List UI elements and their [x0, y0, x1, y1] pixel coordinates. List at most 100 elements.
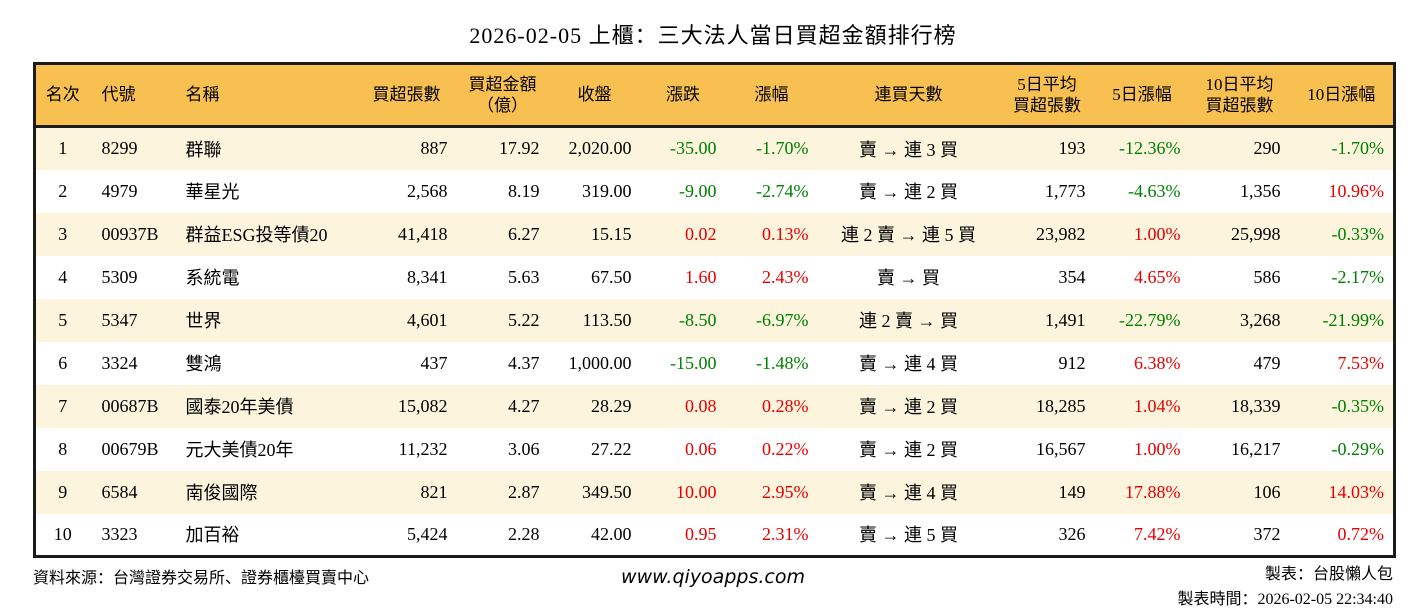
cell-rank: 1	[58, 138, 68, 159]
col-header-pct10: 10日漲幅	[1289, 63, 1395, 128]
cell-chg_pct: 2.43%	[762, 266, 809, 287]
cell-code: 5309	[101, 266, 138, 287]
cell-streak: 賣 → 連 3 買	[859, 139, 958, 160]
cell-close: 113.50	[582, 309, 632, 330]
cell-streak: 連 2 賣 → 連 5 買	[841, 225, 976, 245]
cell-pct5: 7.42%	[1134, 523, 1181, 544]
cell-close: 28.29	[591, 395, 632, 416]
cell-rank: 9	[58, 481, 68, 502]
cell-rank: 6	[58, 352, 68, 373]
cell-close: 1,000.00	[568, 352, 632, 373]
cell-pct10: -21.99%	[1322, 309, 1385, 330]
ranking-table: 名次 代號 名稱 買超張數 買超金額 （億） 收盤 漲跌 漲幅 連買天數 5日平…	[33, 62, 1396, 558]
cell-avg5: 193	[1058, 138, 1086, 159]
cell-avg5: 23,982	[1036, 223, 1086, 244]
table-row: 1 8299 群聯 887 17.92 2,020.00 -35.00 -1.70% 賣 → 連…	[34, 126, 1395, 170]
cell-avg10: 290	[1253, 138, 1281, 159]
cell-pct10: -0.29%	[1331, 438, 1385, 459]
col-header-vol: 買超張數	[356, 63, 457, 128]
cell-pct10: -2.17%	[1331, 266, 1385, 287]
cell-close: 2,020.00	[568, 138, 632, 159]
cell-name: 華星光	[185, 182, 240, 202]
cell-pct5: -22.79%	[1119, 309, 1181, 330]
cell-rank: 8	[58, 438, 68, 459]
header-row: 名次 代號 名稱 買超張數 買超金額 （億） 收盤 漲跌 漲幅 連買天數 5日平…	[34, 63, 1395, 128]
col-header-avg5: 5日平均 買超張數	[999, 63, 1095, 128]
cell-vol: 5,424	[407, 523, 448, 544]
cell-close: 27.22	[591, 438, 632, 459]
cell-amt: 3.06	[508, 438, 540, 459]
cell-close: 319.00	[582, 180, 632, 201]
cell-chg_pct: 2.31%	[762, 523, 809, 544]
cell-vol: 887	[420, 138, 448, 159]
cell-avg5: 149	[1058, 481, 1086, 502]
footer-data-source: 資料來源：台灣證券交易所、證券櫃檯買賣中心	[33, 570, 370, 587]
cell-chg: -35.00	[670, 138, 717, 159]
cell-amt: 4.37	[508, 352, 540, 373]
cell-avg5: 16,567	[1036, 438, 1086, 459]
cell-vol: 11,232	[398, 438, 448, 459]
cell-avg10: 16,217	[1231, 438, 1281, 459]
cell-avg10: 106	[1253, 481, 1281, 502]
cell-pct5: 17.88%	[1125, 481, 1181, 502]
cell-name: 群聯	[185, 139, 222, 160]
cell-amt: 5.63	[508, 266, 540, 287]
cell-name: 系統電	[185, 268, 240, 288]
cell-pct10: 0.72%	[1337, 523, 1385, 544]
cell-chg: -9.00	[679, 180, 717, 201]
cell-pct5: 6.38%	[1134, 352, 1181, 373]
col-header-chg-pct: 漲幅	[725, 63, 818, 128]
cell-chg_pct: -6.97%	[756, 309, 809, 330]
cell-close: 349.50	[582, 481, 632, 502]
cell-rank: 5	[58, 309, 68, 330]
cell-chg: 0.08	[685, 395, 717, 416]
cell-avg5: 326	[1058, 523, 1086, 544]
cell-pct5: -12.36%	[1119, 138, 1181, 159]
cell-streak: 賣 → 連 4 買	[859, 354, 958, 374]
cell-name: 加百裕	[185, 525, 240, 546]
cell-close: 42.00	[591, 523, 632, 544]
cell-streak: 賣 → 買	[877, 268, 940, 288]
cell-close: 67.50	[591, 266, 632, 287]
cell-vol: 821	[420, 481, 448, 502]
cell-streak: 賣 → 連 2 買	[859, 440, 958, 460]
cell-code: 6584	[101, 481, 138, 502]
col-header-avg10: 10日平均 買超張數	[1189, 63, 1290, 128]
cell-amt: 17.92	[499, 138, 540, 159]
cell-avg10: 3,268	[1240, 309, 1281, 330]
cell-rank: 2	[58, 180, 68, 201]
col-header-close: 收盤	[548, 63, 641, 128]
col-header-name: 名稱	[181, 63, 357, 128]
col-header-pct5: 5日漲幅	[1094, 63, 1190, 128]
cell-chg_pct: 0.13%	[762, 223, 809, 244]
cell-pct5: 1.00%	[1134, 438, 1181, 459]
cell-name: 世界	[185, 311, 222, 331]
cell-amt: 4.27	[508, 395, 540, 416]
cell-amt: 8.19	[508, 180, 540, 201]
cell-chg_pct: -1.48%	[756, 352, 809, 373]
col-header-chg: 漲跌	[640, 63, 726, 128]
cell-avg10: 372	[1253, 523, 1281, 544]
cell-vol: 2,568	[407, 180, 448, 201]
cell-streak: 賣 → 連 4 買	[859, 483, 958, 503]
col-header-amt: 買超金額 （億）	[456, 63, 549, 128]
table-header: 名次 代號 名稱 買超張數 買超金額 （億） 收盤 漲跌 漲幅 連買天數 5日平…	[34, 63, 1395, 128]
cell-code: 3324	[101, 352, 138, 373]
cell-rank: 3	[58, 223, 68, 244]
cell-avg5: 912	[1058, 352, 1086, 373]
col-header-streak: 連買天數	[817, 63, 1000, 128]
cell-avg10: 18,339	[1231, 395, 1281, 416]
cell-name: 元大美債20年	[185, 440, 294, 460]
cell-chg: 0.95	[685, 523, 717, 544]
cell-close: 15.15	[591, 223, 632, 244]
cell-code: 4979	[101, 180, 138, 201]
table-row: 2 4979 華星光 2,568 8.19 319.00 -9.00 -2.74% 賣 → 連 …	[34, 169, 1395, 213]
cell-chg: 0.06	[685, 438, 717, 459]
cell-chg_pct: 0.22%	[762, 438, 809, 459]
cell-avg5: 18,285	[1036, 395, 1086, 416]
cell-code: 00937B	[101, 223, 159, 244]
table-row: 5 5347 世界 4,601 5.22 113.50 -8.50 -6.97% 連 2 賣 →…	[34, 298, 1395, 342]
cell-pct10: -0.33%	[1331, 223, 1385, 244]
table-row: 9 6584 南俊國際 821 2.87 349.50 10.00 2.95% 賣 → 連 4 …	[34, 470, 1395, 514]
table-row: 7 00687B 國泰20年美債 15,082 4.27 28.29 0.08 0.28% 賣 …	[34, 384, 1395, 428]
